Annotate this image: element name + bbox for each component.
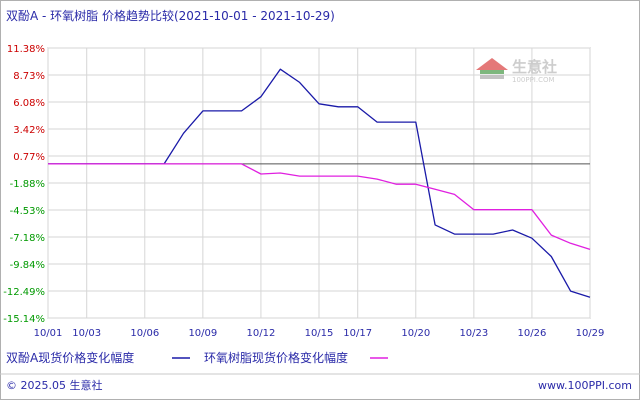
- y-tick-label: 0.77%: [13, 152, 45, 163]
- x-tick-label: 10/26: [518, 328, 547, 339]
- house-icon: [476, 58, 508, 79]
- y-axis-ticks: 11.38% 8.73% 6.08% 3.42% 0.77% -1.88% -4.53% -7…: [3, 44, 45, 325]
- x-tick-label: 10/01: [34, 328, 63, 339]
- x-tick-label: 10/12: [247, 328, 276, 339]
- y-tick-label: -12.49%: [3, 287, 45, 298]
- y-tick-label: -15.14%: [3, 314, 45, 325]
- x-tick-label: 10/15: [305, 328, 334, 339]
- chart-title: 双酚A - 环氧树脂 价格趋势比较(2021-10-01 - 2021-10-2…: [6, 8, 335, 23]
- x-tick-label: 10/06: [130, 328, 159, 339]
- x-tick-label: 10/09: [188, 328, 217, 339]
- series-line-bpa: [48, 68, 591, 298]
- legend-label-bpa: 双酚A现货价格变化幅度: [6, 350, 134, 365]
- y-tick-label: 3.42%: [13, 125, 45, 136]
- watermark-url: 100PPI.COM: [512, 76, 555, 84]
- y-tick-label: -7.18%: [10, 233, 45, 244]
- x-axis-ticks: 10/01 10/03 10/06 10/09 10/12 10/15 10/17 10/20…: [34, 328, 605, 339]
- legend: 双酚A现货价格变化幅度 环氧树脂现货价格变化幅度: [6, 350, 388, 365]
- x-tick-label: 10/29: [576, 328, 605, 339]
- legend-label-epoxy: 环氧树脂现货价格变化幅度: [204, 350, 348, 365]
- footer-website: www.100PPI.com: [538, 379, 632, 392]
- series-line-epoxy: [48, 163, 591, 251]
- y-tick-label: -4.53%: [10, 206, 45, 217]
- x-tick-label: 10/03: [72, 328, 101, 339]
- grid-layer: [47, 47, 591, 319]
- watermark-name: 生意社: [512, 58, 557, 76]
- series-layer: [48, 68, 591, 298]
- watermark-logo: 生意社 100PPI.COM: [476, 58, 557, 84]
- y-tick-label: -1.88%: [10, 179, 45, 190]
- y-tick-label: -9.84%: [10, 260, 45, 271]
- x-tick-label: 10/17: [343, 328, 372, 339]
- x-tick-label: 10/23: [459, 328, 488, 339]
- y-tick-label: 6.08%: [13, 98, 45, 109]
- y-tick-label: 8.73%: [13, 71, 45, 82]
- y-tick-label: 11.38%: [7, 44, 45, 55]
- x-tick-label: 10/20: [401, 328, 430, 339]
- footer-copyright: © 2025.05 生意社: [6, 378, 102, 392]
